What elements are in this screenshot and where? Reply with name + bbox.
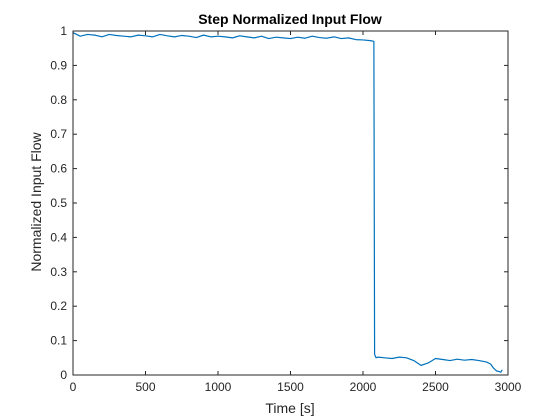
- tick-marks: [72, 30, 509, 376]
- x-tick-label: 500: [135, 380, 155, 394]
- y-tick-label: 0.1: [50, 334, 67, 348]
- x-tick-label: 2500: [422, 380, 449, 394]
- y-tick-label: 0.2: [50, 299, 67, 313]
- plot-box: [72, 30, 509, 376]
- y-tick-label: 0.6: [50, 162, 67, 176]
- y-tick-label: 0.3: [50, 265, 67, 279]
- plot-series: [72, 32, 503, 373]
- y-tick-labels: 0 0.1 0.2 0.3 0.4 0.5 0.6 0.7 0.8 0.9 1: [50, 24, 67, 382]
- x-tick-label: 1500: [277, 380, 304, 394]
- chart-title: Step Normalized Input Flow: [198, 11, 382, 27]
- x-tick-label: 2000: [350, 380, 377, 394]
- x-tick-labels: 0 500 1000 1500 2000 2500 3000: [70, 380, 522, 394]
- y-tick-label: 0.7: [50, 127, 67, 141]
- y-axis-label: Normalized Input Flow: [28, 131, 44, 271]
- y-tick-label: 0.4: [50, 230, 67, 244]
- y-tick-label: 0.5: [50, 196, 67, 210]
- y-tick-label: 0.9: [50, 58, 67, 72]
- y-tick-label: 1: [60, 24, 67, 38]
- x-tick-label: 1000: [205, 380, 232, 394]
- series-line: [72, 32, 503, 373]
- x-tick-label: 3000: [495, 380, 522, 394]
- x-tick-label: 0: [70, 380, 77, 394]
- y-tick-label: 0: [60, 368, 67, 382]
- y-tick-label: 0.8: [50, 93, 67, 107]
- x-axis-label: Time [s]: [265, 400, 314, 416]
